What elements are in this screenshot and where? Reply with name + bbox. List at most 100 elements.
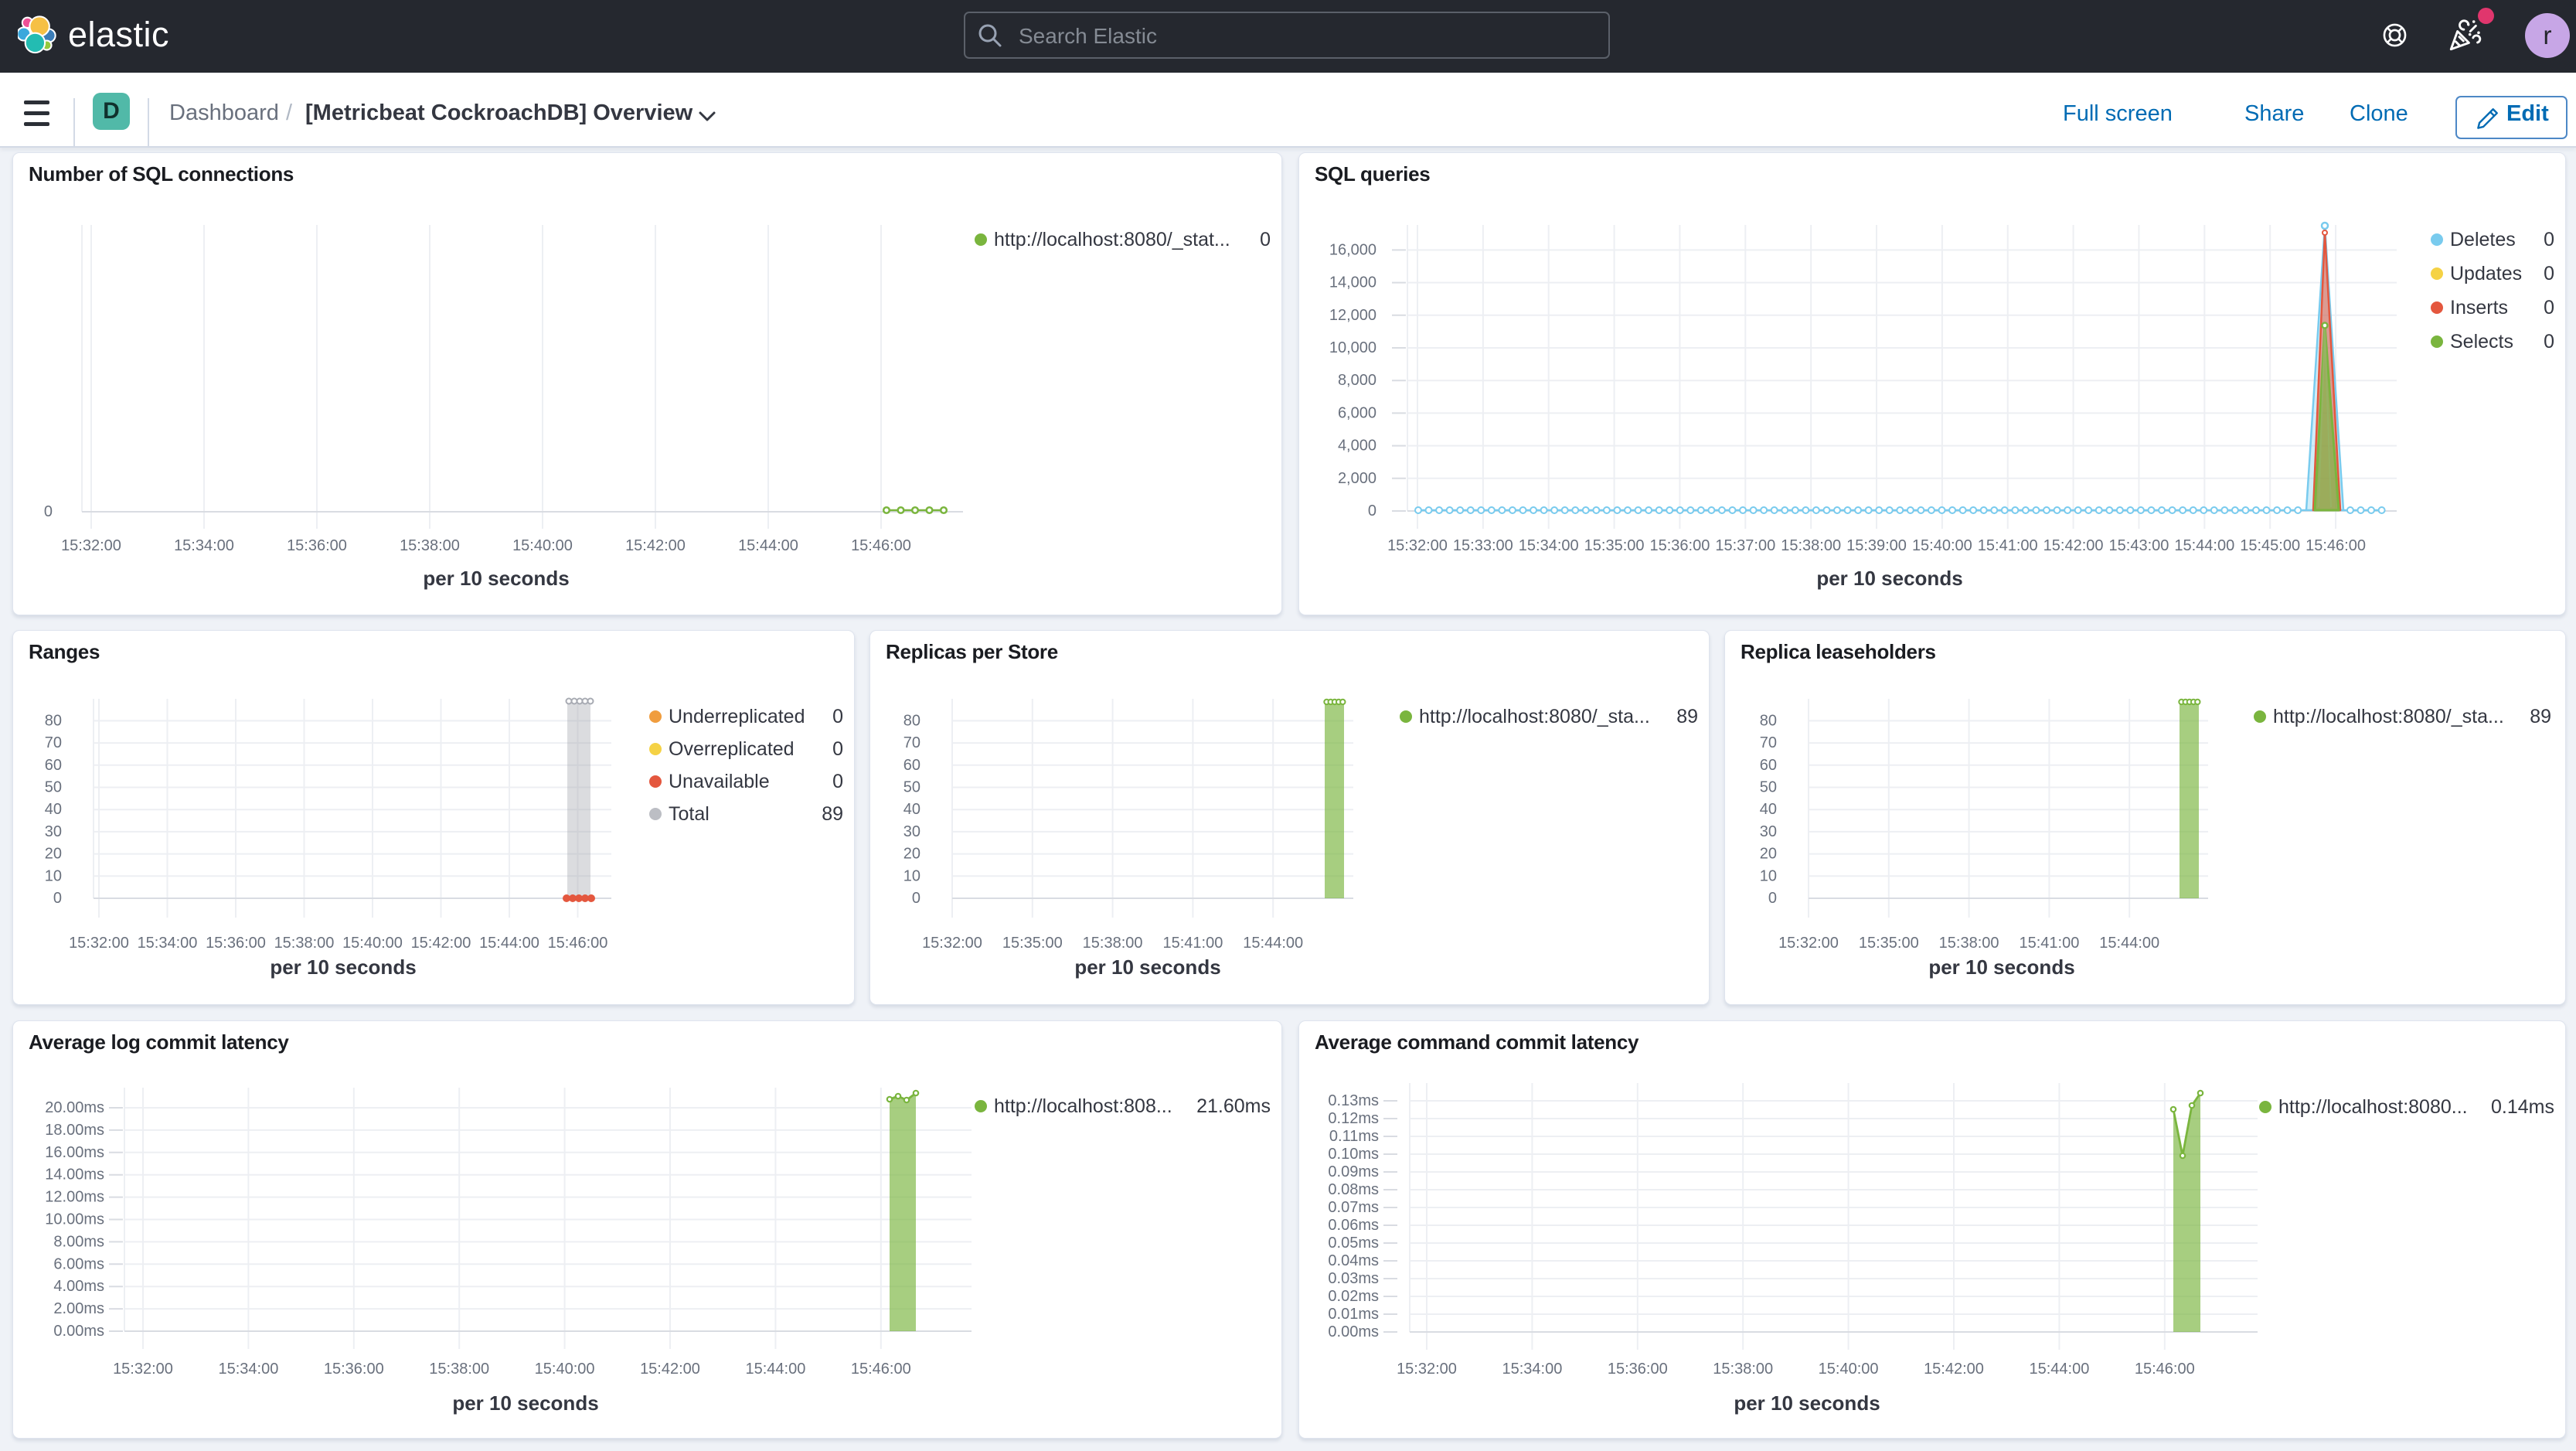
svg-text:18.00ms: 18.00ms [45, 1122, 104, 1139]
svg-text:0: 0 [53, 890, 62, 907]
svg-text:15:38:00: 15:38:00 [1939, 935, 1999, 952]
svg-text:20: 20 [1760, 846, 1777, 863]
svg-text:per 10 seconds: per 10 seconds [452, 1391, 598, 1415]
svg-text:40: 40 [1760, 801, 1777, 818]
svg-text:15:34:00: 15:34:00 [138, 935, 198, 952]
svg-text:0.13ms: 0.13ms [1328, 1092, 1379, 1109]
svg-text:15:33:00: 15:33:00 [1453, 537, 1513, 554]
svg-text:15:42:00: 15:42:00 [625, 537, 686, 554]
svg-text:0.10ms: 0.10ms [1328, 1146, 1379, 1163]
svg-text:15:32:00: 15:32:00 [69, 935, 129, 952]
svg-text:15:35:00: 15:35:00 [1584, 537, 1645, 554]
svg-text:per 10 seconds: per 10 seconds [270, 955, 416, 979]
svg-text:15:34:00: 15:34:00 [218, 1361, 278, 1378]
svg-text:15:46:00: 15:46:00 [851, 537, 911, 554]
svg-text:0.01ms: 0.01ms [1328, 1306, 1379, 1323]
svg-text:15:35:00: 15:35:00 [1859, 935, 1919, 952]
svg-text:10: 10 [45, 867, 62, 884]
svg-text:15:44:00: 15:44:00 [738, 537, 798, 554]
svg-text:15:40:00: 15:40:00 [342, 935, 403, 952]
svg-text:0.08ms: 0.08ms [1328, 1181, 1379, 1198]
svg-text:15:44:00: 15:44:00 [2174, 537, 2234, 554]
svg-text:per 10 seconds: per 10 seconds [1928, 955, 2074, 979]
svg-text:15:46:00: 15:46:00 [2135, 1361, 2195, 1378]
svg-text:15:38:00: 15:38:00 [1781, 537, 1841, 554]
svg-text:15:42:00: 15:42:00 [1924, 1361, 1984, 1378]
svg-text:16.00ms: 16.00ms [45, 1144, 104, 1161]
svg-text:0.06ms: 0.06ms [1328, 1217, 1379, 1234]
svg-text:15:40:00: 15:40:00 [512, 537, 573, 554]
svg-text:15:36:00: 15:36:00 [206, 935, 266, 952]
svg-text:80: 80 [1760, 712, 1777, 729]
svg-text:0.07ms: 0.07ms [1328, 1199, 1379, 1216]
svg-text:0: 0 [1768, 890, 1777, 907]
svg-text:50: 50 [45, 779, 62, 796]
svg-text:10: 10 [1760, 867, 1777, 884]
svg-text:0: 0 [44, 503, 53, 520]
svg-text:60: 60 [1760, 757, 1777, 774]
svg-text:6.00ms: 6.00ms [53, 1255, 104, 1272]
svg-text:15:44:00: 15:44:00 [745, 1361, 805, 1378]
svg-text:15:32:00: 15:32:00 [113, 1361, 173, 1378]
svg-text:15:32:00: 15:32:00 [61, 537, 121, 554]
svg-text:per 10 seconds: per 10 seconds [423, 567, 569, 590]
svg-text:60: 60 [903, 757, 920, 774]
svg-text:0: 0 [1368, 502, 1376, 519]
svg-text:30: 30 [903, 823, 920, 840]
svg-text:16,000: 16,000 [1329, 241, 1376, 258]
svg-text:15:36:00: 15:36:00 [1608, 1361, 1668, 1378]
svg-text:6,000: 6,000 [1338, 404, 1376, 421]
svg-text:15:46:00: 15:46:00 [2305, 537, 2366, 554]
svg-text:80: 80 [45, 712, 62, 729]
svg-text:8.00ms: 8.00ms [53, 1233, 104, 1250]
svg-text:0.05ms: 0.05ms [1328, 1235, 1379, 1252]
svg-text:15:44:00: 15:44:00 [2029, 1361, 2089, 1378]
svg-text:0.11ms: 0.11ms [1329, 1128, 1379, 1145]
svg-text:15:44:00: 15:44:00 [479, 935, 539, 952]
svg-text:70: 70 [1760, 734, 1777, 751]
svg-text:12.00ms: 12.00ms [45, 1189, 104, 1206]
svg-text:60: 60 [45, 757, 62, 774]
svg-text:0.00ms: 0.00ms [1328, 1323, 1379, 1340]
svg-text:15:38:00: 15:38:00 [1083, 935, 1143, 952]
svg-text:0.09ms: 0.09ms [1328, 1163, 1379, 1180]
svg-text:15:42:00: 15:42:00 [2043, 537, 2104, 554]
svg-text:15:34:00: 15:34:00 [174, 537, 234, 554]
svg-text:0.04ms: 0.04ms [1328, 1252, 1379, 1269]
svg-text:10,000: 10,000 [1329, 339, 1376, 356]
svg-text:15:43:00: 15:43:00 [2109, 537, 2169, 554]
svg-text:15:40:00: 15:40:00 [535, 1361, 595, 1378]
svg-text:per 10 seconds: per 10 seconds [1074, 955, 1220, 979]
svg-text:15:41:00: 15:41:00 [1978, 537, 2038, 554]
svg-text:2,000: 2,000 [1338, 470, 1376, 487]
svg-text:40: 40 [903, 801, 920, 818]
svg-text:15:34:00: 15:34:00 [1502, 1361, 1562, 1378]
svg-text:15:42:00: 15:42:00 [640, 1361, 700, 1378]
svg-text:15:34:00: 15:34:00 [1519, 537, 1579, 554]
svg-text:15:46:00: 15:46:00 [851, 1361, 911, 1378]
svg-text:80: 80 [903, 712, 920, 729]
svg-text:15:36:00: 15:36:00 [287, 537, 347, 554]
svg-text:15:45:00: 15:45:00 [2240, 537, 2300, 554]
svg-text:12,000: 12,000 [1329, 307, 1376, 324]
svg-text:30: 30 [1760, 823, 1777, 840]
svg-text:per 10 seconds: per 10 seconds [1816, 567, 1962, 590]
svg-text:15:41:00: 15:41:00 [2019, 935, 2079, 952]
svg-text:8,000: 8,000 [1338, 372, 1376, 389]
svg-text:10.00ms: 10.00ms [45, 1211, 104, 1228]
svg-text:15:46:00: 15:46:00 [548, 935, 608, 952]
svg-text:20: 20 [903, 846, 920, 863]
svg-text:20.00ms: 20.00ms [45, 1099, 104, 1116]
svg-text:0.02ms: 0.02ms [1328, 1288, 1379, 1305]
svg-text:15:32:00: 15:32:00 [1397, 1361, 1457, 1378]
svg-text:20: 20 [45, 846, 62, 863]
svg-text:15:32:00: 15:32:00 [1778, 935, 1839, 952]
svg-text:15:38:00: 15:38:00 [274, 935, 335, 952]
svg-text:50: 50 [903, 779, 920, 796]
svg-text:15:36:00: 15:36:00 [324, 1361, 384, 1378]
svg-text:40: 40 [45, 801, 62, 818]
svg-text:0: 0 [912, 890, 920, 907]
svg-text:4.00ms: 4.00ms [53, 1278, 104, 1295]
svg-text:15:39:00: 15:39:00 [1846, 537, 1907, 554]
svg-text:15:36:00: 15:36:00 [1650, 537, 1710, 554]
